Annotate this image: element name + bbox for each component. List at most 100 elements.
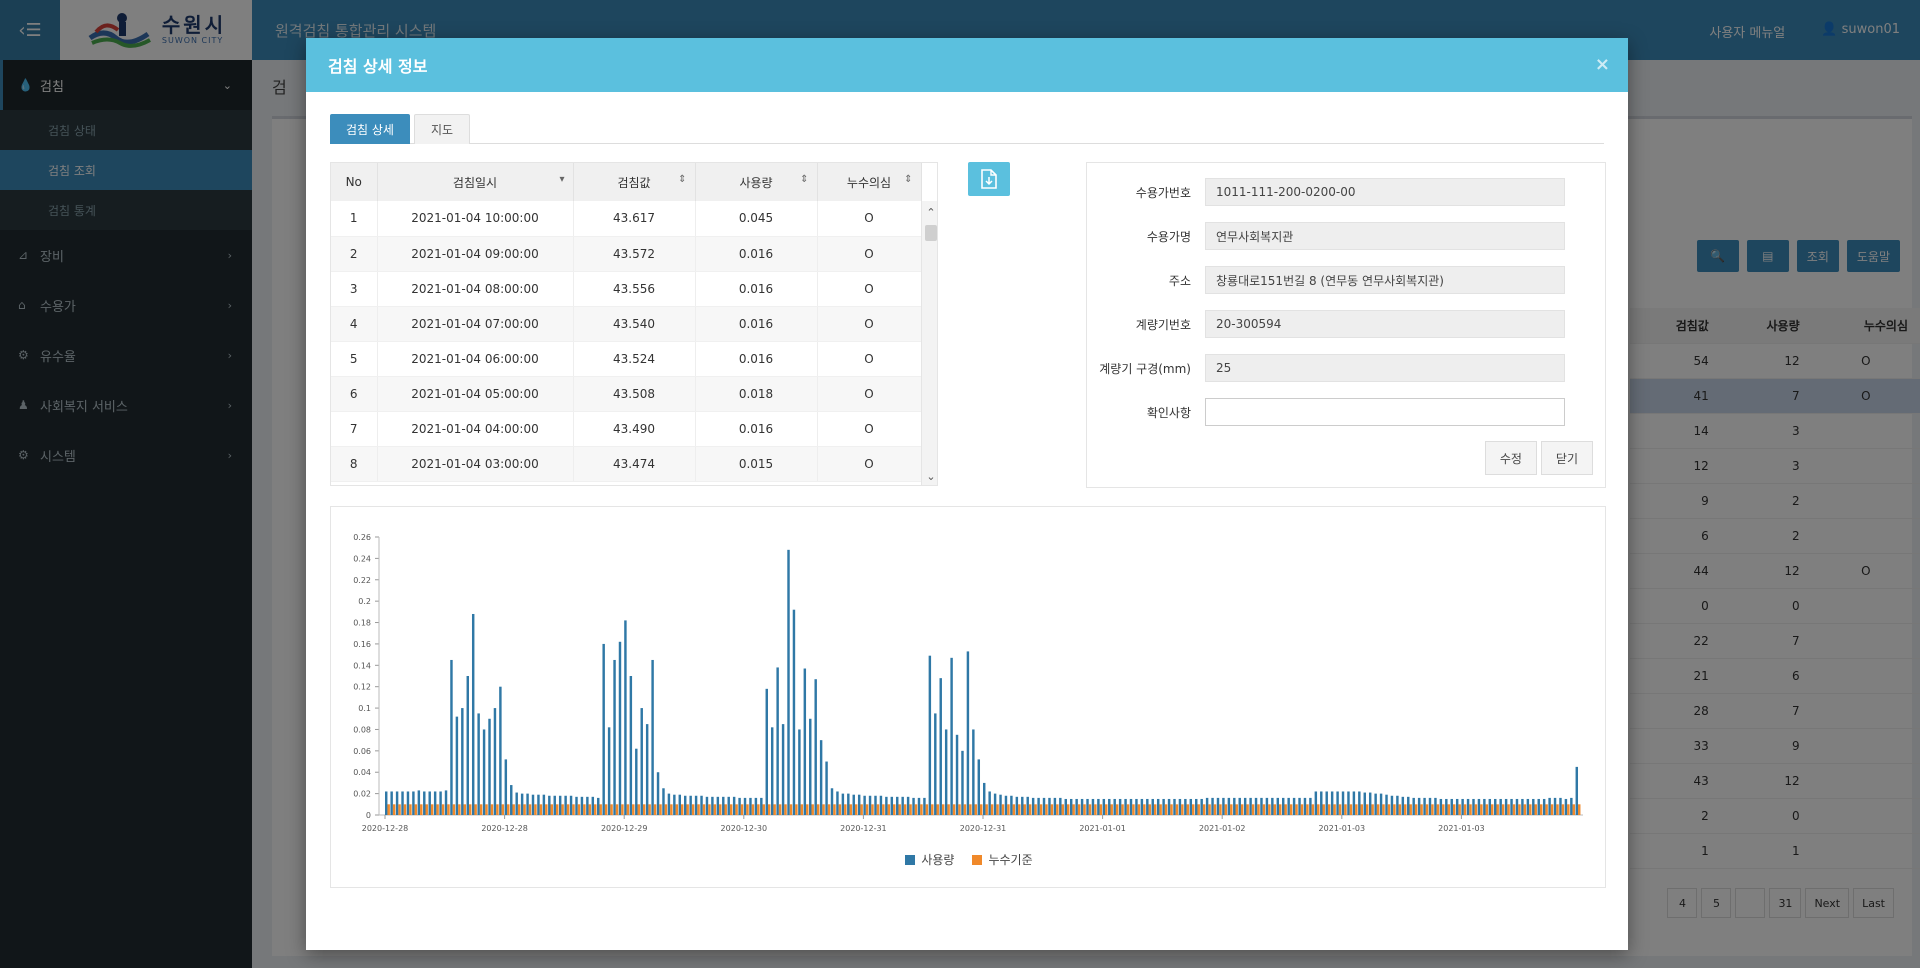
grid-scrollbar[interactable]: ⌃ ⌄ xyxy=(921,201,937,485)
table-row[interactable]: 8 2021-01-04 03:00:00 43.474 0.015 O xyxy=(331,446,922,482)
legend-item-leak[interactable]: 누수기준 xyxy=(972,851,1033,868)
y-tick-label: 0.18 xyxy=(353,619,371,628)
meter-size-field[interactable]: 25 xyxy=(1205,354,1565,382)
leak-threshold-bar xyxy=(1039,804,1043,815)
leak-threshold-bar xyxy=(697,804,700,815)
leak-threshold-bar xyxy=(844,804,847,815)
remarks-input[interactable] xyxy=(1205,398,1565,426)
table-cell: 43.540 xyxy=(573,306,696,342)
usage-bar xyxy=(569,795,573,815)
leak-threshold-bar xyxy=(1300,804,1304,815)
field-label: 계량기 구경(mm) xyxy=(1099,361,1191,376)
customer-name-field[interactable]: 연무사회복지관 xyxy=(1205,222,1565,250)
legend-item-usage[interactable]: 사용량 xyxy=(905,851,954,868)
leak-threshold-bar xyxy=(903,804,907,815)
modal-header: 검침 상세 정보 × xyxy=(306,38,1628,92)
usage-bar xyxy=(1407,796,1410,815)
leak-threshold-bar xyxy=(1567,804,1570,815)
table-cell: 0.018 xyxy=(695,376,818,412)
leak-threshold-bar xyxy=(1251,804,1255,815)
close-icon[interactable]: × xyxy=(1594,54,1610,75)
table-row[interactable]: 4 2021-01-04 07:00:00 43.540 0.016 O xyxy=(331,306,922,342)
column-header-value[interactable]: 검침값 ⇕ xyxy=(573,163,696,201)
scroll-up-icon[interactable]: ⌃ xyxy=(926,205,936,219)
leak-threshold-bar xyxy=(610,804,613,815)
usage-bar xyxy=(1537,798,1540,815)
usage-bar xyxy=(1222,797,1225,815)
table-cell: 2021-01-04 07:00:00 xyxy=(377,306,574,342)
leak-threshold-bar xyxy=(468,804,472,815)
usage-bar xyxy=(401,791,404,815)
column-header-leak[interactable]: 누수의심 ⇕ xyxy=(817,163,922,201)
leak-threshold-bar xyxy=(1284,804,1287,815)
usage-bar xyxy=(1184,798,1187,815)
column-header-usage[interactable]: 사용량 ⇕ xyxy=(695,163,818,201)
edit-button[interactable]: 수정 xyxy=(1484,441,1537,475)
usage-bar xyxy=(983,782,986,815)
leak-threshold-bar xyxy=(1208,804,1211,815)
meter-number-field[interactable]: 20-300594 xyxy=(1205,310,1565,338)
leak-threshold-bar xyxy=(1262,804,1266,815)
leak-threshold-bar xyxy=(702,804,706,815)
usage-bar xyxy=(1140,798,1144,815)
table-cell: 0.016 xyxy=(695,271,818,307)
usage-bar xyxy=(939,678,942,815)
leak-threshold-bar xyxy=(485,804,488,815)
close-button[interactable]: 닫기 xyxy=(1540,441,1593,475)
leak-threshold-bar xyxy=(1045,804,1048,815)
leak-threshold-bar xyxy=(420,804,423,815)
column-header-no[interactable]: No xyxy=(331,163,378,201)
excel-download-button[interactable] xyxy=(968,162,1010,196)
usage-bar xyxy=(906,796,910,815)
scroll-down-icon[interactable]: ⌄ xyxy=(926,469,936,483)
leak-threshold-bar xyxy=(1246,804,1249,815)
leak-threshold-bar xyxy=(887,804,891,815)
leak-threshold-bar xyxy=(1545,804,1548,815)
table-cell: 0.016 xyxy=(695,341,818,377)
leak-threshold-bar xyxy=(1072,804,1075,815)
leak-threshold-bar xyxy=(1164,804,1168,815)
usage-bar xyxy=(466,676,469,815)
usage-bar xyxy=(1080,798,1084,815)
leak-threshold-bar xyxy=(632,804,635,815)
leak-threshold-bar xyxy=(838,804,842,815)
table-row[interactable]: 6 2021-01-04 05:00:00 43.508 0.018 O xyxy=(331,376,922,412)
leak-threshold-bar xyxy=(664,804,668,815)
leak-threshold-bar xyxy=(1452,804,1456,815)
usage-bar xyxy=(1282,797,1285,815)
customer-number-field[interactable]: 1011-111-200-0200-00 xyxy=(1205,178,1565,206)
usage-bar xyxy=(613,659,616,815)
usage-bar xyxy=(597,797,600,815)
usage-bar xyxy=(1216,797,1220,815)
leak-threshold-bar xyxy=(691,804,695,815)
usage-bar xyxy=(863,795,866,815)
usage-bar xyxy=(1292,797,1296,815)
column-header-datetime[interactable]: 검침일시 ▾ xyxy=(377,163,574,201)
leak-threshold-bar xyxy=(931,804,934,815)
leak-threshold-bar xyxy=(1094,804,1097,815)
table-row[interactable]: 3 2021-01-04 08:00:00 43.556 0.016 O xyxy=(331,271,922,307)
tab-map[interactable]: 지도 xyxy=(413,114,471,144)
table-row[interactable]: 2 2021-01-04 09:00:00 43.572 0.016 O xyxy=(331,236,922,272)
y-tick-label: 0.22 xyxy=(353,576,371,585)
leak-threshold-bar xyxy=(1485,804,1489,815)
table-row[interactable]: 5 2021-01-04 06:00:00 43.524 0.016 O xyxy=(331,341,922,377)
table-cell: 43.572 xyxy=(573,236,696,272)
leak-threshold-bar xyxy=(827,804,831,815)
reading-grid: No 검침일시 ▾ 검침값 ⇕ 사용량 ⇕ 누수의심 ⇕ 1 2021-01-04 10:… xyxy=(330,162,938,486)
scroll-thumb[interactable] xyxy=(925,225,937,241)
form-row: 수용가번호 1011-111-200-0200-00 xyxy=(1087,177,1607,207)
leak-threshold-bar xyxy=(436,804,439,815)
table-row[interactable]: 1 2021-01-04 10:00:00 43.617 0.045 O xyxy=(331,201,922,237)
leak-threshold-bar xyxy=(599,804,602,815)
usage-bar xyxy=(1515,798,1519,815)
leak-threshold-bar xyxy=(1289,804,1293,815)
usage-bar xyxy=(499,686,502,815)
tab-detail[interactable]: 검침 상세 xyxy=(330,114,410,144)
leak-threshold-bar xyxy=(474,804,477,815)
leak-threshold-bar xyxy=(588,804,592,815)
usage-bar xyxy=(934,713,937,815)
address-field[interactable]: 창룡대로151번길 8 (연무동 연무사회복지관) xyxy=(1205,266,1565,294)
table-row[interactable]: 7 2021-01-04 04:00:00 43.490 0.016 O xyxy=(331,411,922,447)
table-cell: 2 xyxy=(331,236,378,272)
